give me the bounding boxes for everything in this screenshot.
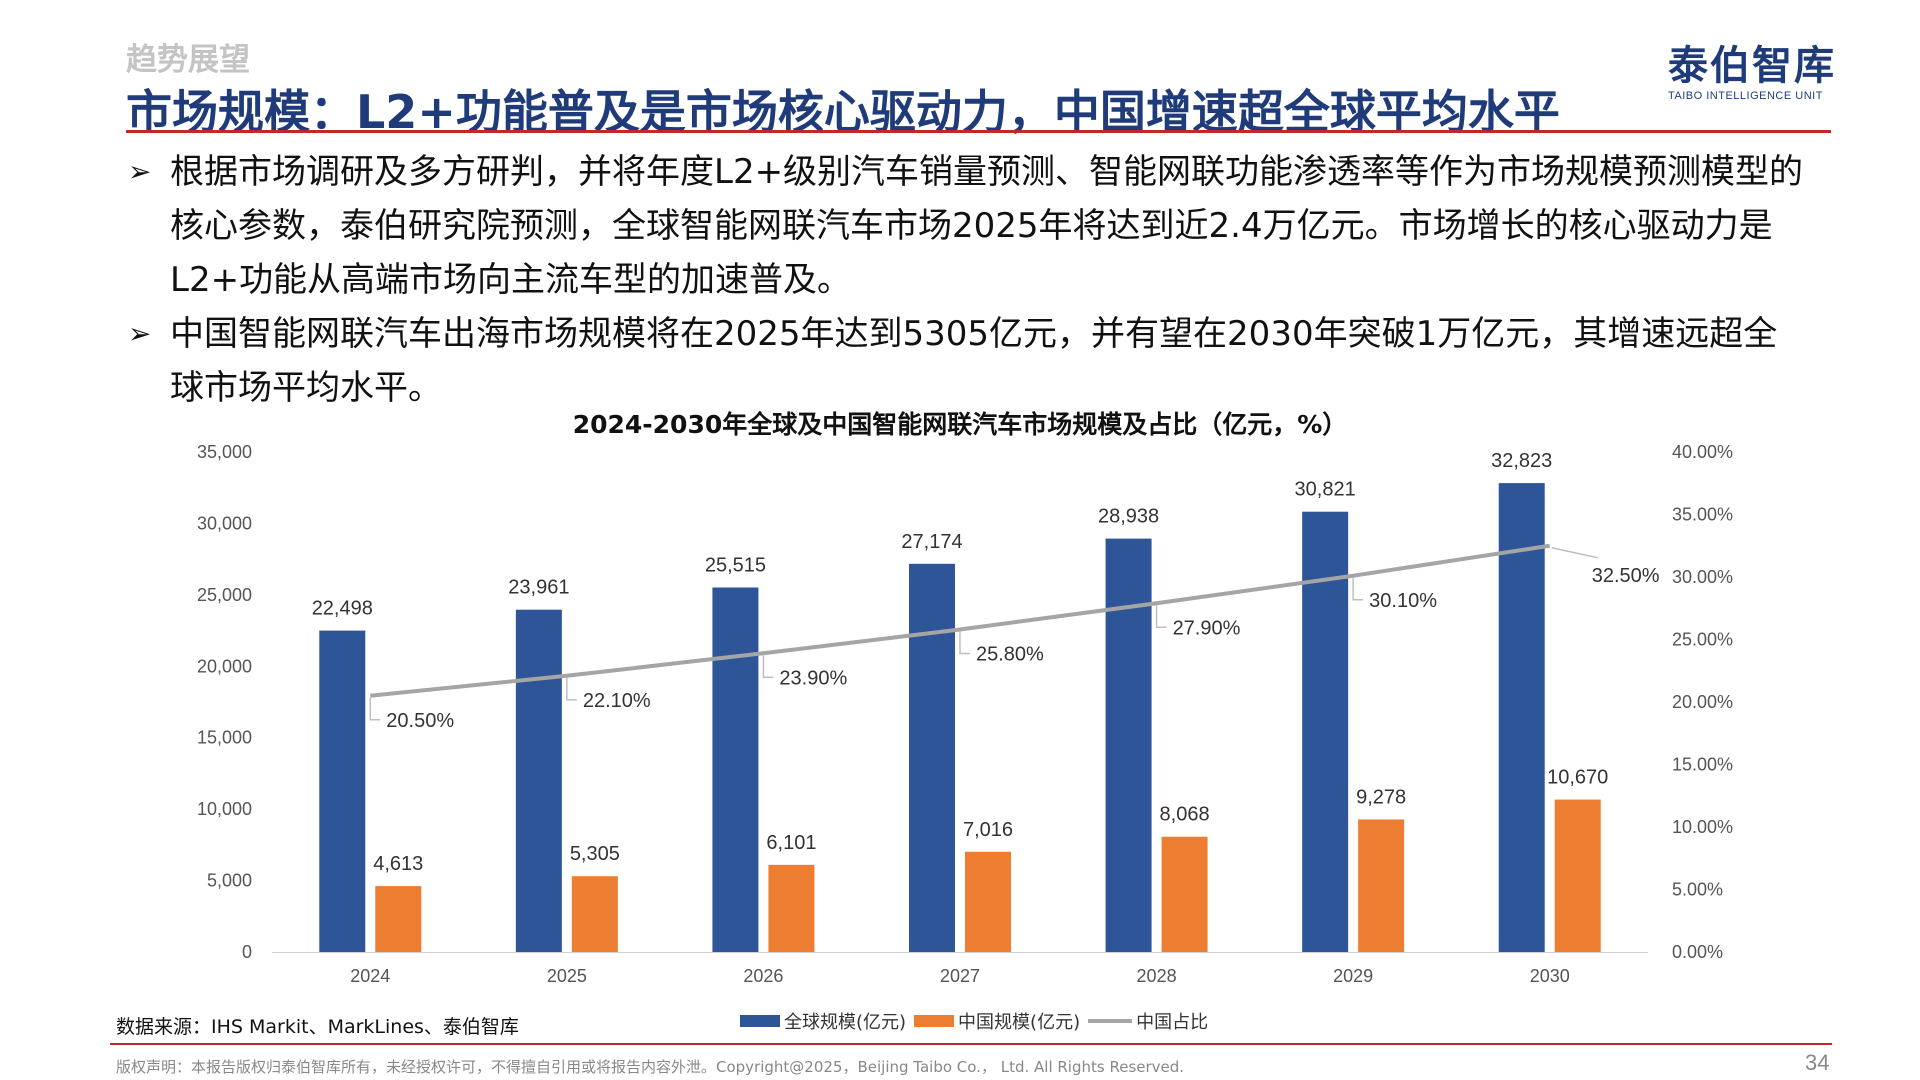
y-left-tick-label: 10,000 [197, 799, 252, 819]
data-label-china: 9,278 [1356, 786, 1406, 808]
y-right-tick-label: 20.00% [1672, 692, 1733, 712]
x-tick-label: 2029 [1333, 966, 1373, 986]
bullet-text: 根据市场调研及多方研判，并将年度L2+级别汽车销量预测、智能网联功能渗透率等作为… [170, 152, 1804, 300]
data-label-china: 7,016 [963, 819, 1013, 841]
share-label-leader [1551, 547, 1598, 559]
legend-item-global: 全球规模(亿元) [740, 1008, 906, 1034]
bullet-list: ➢ 根据市场调研及多方研判，并将年度L2+级别汽车销量预测、智能网联功能渗透率等… [126, 145, 1826, 415]
y-left-tick-label: 30,000 [197, 513, 252, 533]
section-tag: 趋势展望 [126, 42, 250, 78]
data-label-share: 20.50% [386, 710, 454, 732]
legend-swatch-global [740, 1015, 780, 1027]
bar-china [571, 876, 618, 952]
arrow-bullet-icon: ➢ [128, 317, 152, 350]
brand-name-en: TAIBO INTELLIGENCE UNIT [1668, 90, 1823, 102]
data-label-china: 4,613 [373, 853, 423, 875]
y-left-tick-label: 5,000 [207, 871, 252, 891]
bar-global [1105, 538, 1152, 952]
x-tick-label: 2030 [1530, 966, 1570, 986]
x-tick-label: 2027 [940, 966, 980, 986]
share-label-leader [762, 655, 774, 678]
y-left-tick-label: 0 [242, 942, 252, 962]
title-divider [126, 130, 1831, 133]
data-label-global: 27,174 [901, 531, 962, 553]
data-label-china: 10,670 [1547, 767, 1608, 789]
x-tick-label: 2024 [350, 966, 390, 986]
data-label-share: 25.80% [976, 644, 1044, 666]
data-source: 数据来源：IHS Markit、MarkLines、泰伯智库 [116, 1016, 519, 1038]
share-label-leader [1155, 605, 1167, 628]
bar-global [319, 630, 366, 952]
data-label-china: 6,101 [766, 832, 816, 854]
data-label-global: 28,938 [1098, 506, 1159, 528]
share-label-leader [369, 697, 381, 721]
data-label-global: 23,961 [508, 577, 569, 599]
market-size-chart: 0 5,000 10,000 15,000 20,000 25,000 30,000 35,0… [197, 442, 1733, 986]
y-right-tick-label: 5.00% [1672, 880, 1723, 900]
y-left-tick-label: 35,000 [197, 442, 252, 462]
y-right-tick-label: 25.00% [1672, 630, 1733, 650]
data-label-share: 30.10% [1369, 590, 1437, 612]
chart-legend: 全球规模(亿元) 中国规模(亿元) 中国占比 [740, 1008, 1216, 1034]
data-label-share: 23.90% [779, 667, 847, 689]
y-right-tick-label: 15.00% [1672, 755, 1733, 775]
data-label-global: 32,823 [1491, 450, 1552, 472]
y-right-tick-label: 10.00% [1672, 817, 1733, 837]
arrow-bullet-icon: ➢ [128, 155, 152, 188]
data-label-china: 8,068 [1160, 804, 1210, 826]
brand-logo: 泰伯智库 TAIBO INTELLIGENCE UNIT [1668, 43, 1836, 102]
share-label-leader [566, 677, 577, 701]
legend-swatch-china [914, 1015, 955, 1027]
footer-divider [110, 1043, 1832, 1045]
legend-label-share: 中国占比 [1136, 1012, 1209, 1033]
bar-global [1498, 483, 1545, 952]
page-number: 34 [1805, 1050, 1830, 1075]
bar-china [965, 851, 1011, 952]
data-label-global: 30,821 [1295, 479, 1356, 501]
y-left-tick-label: 25,000 [197, 585, 252, 605]
share-line [370, 543, 1551, 698]
bullet-item: ➢ 中国智能网联汽车出海市场规模将在2025年达到5305亿元，并有望在2030… [126, 307, 1826, 415]
legend-swatch-share [1088, 1019, 1133, 1023]
legend-label-global: 全球规模(亿元) [784, 1012, 907, 1033]
y-right-tick-label: 30.00% [1672, 567, 1733, 587]
legend-item-china: 中国规模(亿元) [914, 1008, 1080, 1034]
bar-china [1554, 799, 1601, 952]
data-label-global: 25,515 [705, 555, 766, 577]
bar-global [712, 587, 759, 952]
bar-global [1302, 511, 1349, 952]
data-label-share: 22.10% [583, 690, 651, 712]
x-tick-label: 2025 [547, 966, 587, 986]
data-label-share: 27.90% [1173, 617, 1241, 639]
data-label-global: 22,498 [312, 598, 373, 620]
bullet-text: 中国智能网联汽车出海市场规模将在2025年达到5305亿元，并有望在2030年突… [170, 314, 1778, 408]
y-right-tick-label: 35.00% [1672, 505, 1733, 525]
copyright-notice: 版权声明：本报告版权归泰伯智库所有，未经授权许可，不得擅自引用或将报告内容外泄。… [116, 1058, 1185, 1076]
x-tick-label: 2028 [1137, 966, 1177, 986]
chart-title: 2024-2030年全球及中国智能网联汽车市场规模及占比（亿元，%） [572, 410, 1348, 439]
share-label-leader [959, 631, 970, 655]
bullet-item: ➢ 根据市场调研及多方研判，并将年度L2+级别汽车销量预测、智能网联功能渗透率等… [126, 145, 1826, 307]
brand-name-cn: 泰伯智库 [1668, 43, 1836, 89]
data-label-share: 32.50% [1592, 565, 1660, 587]
bar-china [375, 886, 422, 952]
legend-item-share: 中国占比 [1088, 1008, 1208, 1034]
legend-label-china: 中国规模(亿元) [958, 1012, 1081, 1033]
bar-global [515, 609, 562, 952]
bar-china [1161, 836, 1208, 952]
y-left-tick-label: 20,000 [197, 656, 252, 676]
y-right-tick-label: 0.00% [1672, 942, 1723, 962]
bar-global [909, 563, 955, 952]
y-right-tick-label: 40.00% [1672, 442, 1733, 462]
data-label-china: 5,305 [570, 843, 620, 865]
share-label-leader [1352, 577, 1364, 601]
bar-china [1358, 819, 1405, 952]
y-left-tick-label: 15,000 [197, 728, 252, 748]
x-tick-label: 2026 [743, 966, 783, 986]
bar-china [768, 864, 815, 952]
